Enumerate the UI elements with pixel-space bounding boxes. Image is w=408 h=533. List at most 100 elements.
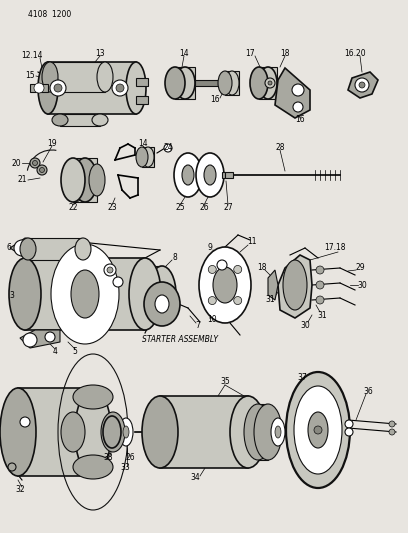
Bar (73, 158, 97, 202)
Ellipse shape (52, 114, 68, 126)
Circle shape (30, 158, 40, 168)
Text: 19: 19 (47, 139, 57, 148)
Bar (48, 62, 136, 114)
Text: 23: 23 (107, 203, 117, 212)
Circle shape (40, 167, 44, 173)
Ellipse shape (308, 412, 328, 448)
Ellipse shape (144, 282, 180, 326)
Text: 21: 21 (17, 175, 27, 184)
Ellipse shape (129, 258, 161, 330)
Circle shape (8, 463, 16, 471)
Text: 13: 13 (95, 49, 105, 58)
Ellipse shape (244, 404, 272, 460)
Circle shape (107, 267, 113, 273)
Ellipse shape (213, 267, 237, 303)
Bar (18, 388, 93, 476)
Bar (145, 266, 162, 322)
Ellipse shape (250, 67, 268, 99)
Circle shape (45, 332, 55, 342)
Ellipse shape (204, 165, 216, 185)
Text: 14: 14 (179, 49, 189, 58)
Text: 7: 7 (195, 320, 200, 329)
Bar (25, 258, 145, 330)
Text: 30: 30 (300, 320, 310, 329)
Circle shape (293, 102, 303, 112)
Circle shape (314, 426, 322, 434)
Ellipse shape (75, 238, 91, 260)
Polygon shape (10, 238, 55, 258)
Bar (30, 84, 48, 92)
Circle shape (234, 265, 242, 273)
Circle shape (112, 80, 128, 96)
Text: 29: 29 (355, 263, 365, 272)
Text: 11: 11 (247, 238, 257, 246)
Circle shape (20, 417, 30, 427)
Ellipse shape (199, 247, 251, 323)
Text: 18: 18 (280, 49, 290, 58)
Text: 25: 25 (175, 203, 185, 212)
Ellipse shape (174, 153, 202, 197)
Bar (222, 172, 225, 178)
Polygon shape (348, 72, 378, 98)
Ellipse shape (92, 114, 108, 126)
Text: 36: 36 (363, 387, 373, 397)
Text: STARTER ASSEMBLY: STARTER ASSEMBLY (142, 335, 218, 344)
Bar (60, 114, 100, 126)
Ellipse shape (196, 153, 224, 197)
Circle shape (217, 260, 227, 270)
Text: 31: 31 (265, 295, 275, 304)
Ellipse shape (165, 67, 185, 99)
Bar (225, 172, 233, 178)
Text: 9: 9 (208, 244, 213, 253)
Circle shape (268, 81, 272, 85)
Text: 22: 22 (68, 203, 78, 212)
Bar (259, 67, 277, 99)
Bar (28, 238, 83, 260)
Bar (195, 80, 223, 86)
Text: 17: 17 (245, 49, 255, 58)
Ellipse shape (61, 412, 85, 452)
Text: 30: 30 (357, 280, 367, 289)
Polygon shape (268, 270, 278, 300)
Ellipse shape (286, 372, 350, 488)
Text: 15: 15 (25, 70, 35, 79)
Text: 34: 34 (190, 473, 200, 482)
Ellipse shape (51, 244, 119, 344)
Text: 14: 14 (138, 139, 148, 148)
Ellipse shape (75, 388, 111, 476)
Ellipse shape (97, 62, 113, 92)
Text: 4: 4 (53, 348, 58, 357)
Ellipse shape (123, 426, 129, 438)
Circle shape (292, 84, 304, 96)
Circle shape (316, 266, 324, 274)
Circle shape (316, 296, 324, 304)
Circle shape (50, 80, 66, 96)
Text: 37: 37 (297, 374, 307, 383)
Circle shape (359, 82, 365, 88)
Circle shape (113, 277, 123, 287)
Text: 38: 38 (103, 454, 113, 463)
Ellipse shape (148, 266, 176, 322)
Ellipse shape (9, 258, 41, 330)
Bar (248, 404, 268, 460)
Bar (136, 78, 148, 86)
Polygon shape (275, 68, 310, 118)
Circle shape (234, 296, 242, 304)
Text: 16.20: 16.20 (344, 49, 366, 58)
Circle shape (265, 78, 275, 88)
Ellipse shape (61, 158, 85, 202)
Ellipse shape (101, 412, 125, 452)
Text: 26: 26 (199, 203, 209, 212)
Circle shape (208, 265, 216, 273)
Ellipse shape (271, 418, 285, 446)
Ellipse shape (73, 385, 113, 409)
Text: 16: 16 (210, 95, 220, 104)
Text: 35: 35 (220, 377, 230, 386)
Ellipse shape (283, 260, 307, 310)
Circle shape (23, 333, 37, 347)
Circle shape (345, 420, 353, 428)
Bar (175, 67, 195, 99)
Text: 17.18: 17.18 (324, 244, 346, 253)
Ellipse shape (225, 71, 239, 95)
Text: 8: 8 (173, 254, 177, 262)
